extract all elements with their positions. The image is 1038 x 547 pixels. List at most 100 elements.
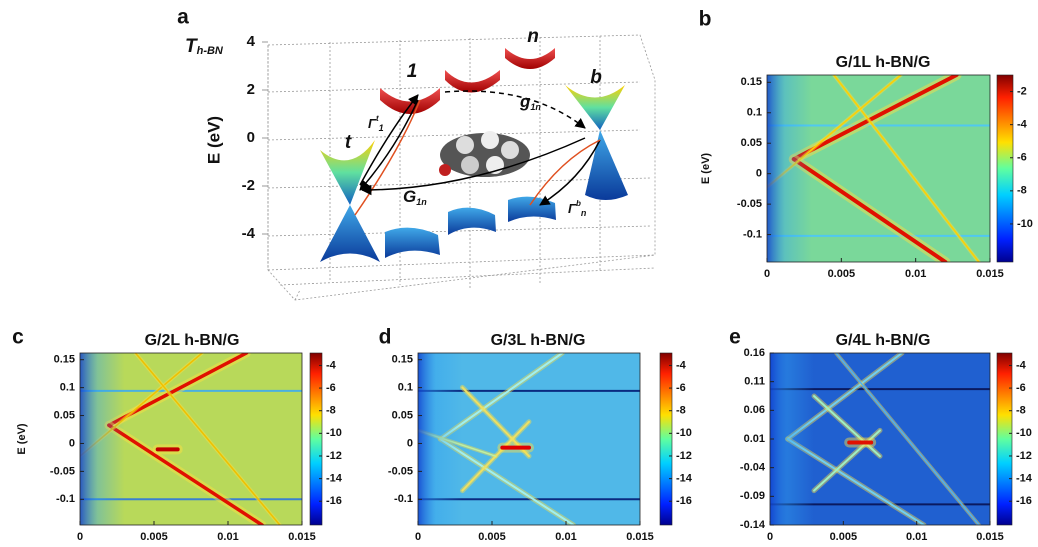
x-tick-label: 0.01 — [905, 268, 926, 280]
heatmap-image — [418, 353, 640, 525]
y-tick-label: 0.05 — [741, 137, 762, 149]
chart-title: G/4L h-BN/G — [836, 332, 931, 349]
x-tick-label: 0.015 — [976, 531, 1004, 543]
y-tick-label: -0.1 — [743, 228, 762, 240]
chart-title: G/1L h-BN/G — [836, 54, 931, 71]
y-tick-label: 0.1 — [60, 382, 75, 394]
heatmap — [80, 353, 302, 525]
schematic-label: t — [345, 132, 352, 153]
colorbar-tick-label: -2 — [1017, 85, 1027, 97]
y-axis-label: E (eV) — [16, 423, 28, 455]
colorbar-tick-label: -4 — [326, 359, 337, 371]
colorbar-tick-label: -10 — [326, 427, 342, 439]
y-tick-label: 0.01 — [744, 433, 765, 445]
y-tick-label: 0 — [756, 168, 762, 180]
colorbar-tick-label: -12 — [676, 450, 692, 462]
colorbar-tick-label: -8 — [1017, 185, 1027, 197]
schematic-label: g1n — [519, 92, 541, 112]
heatmap-image — [80, 353, 302, 525]
y-tick-label: -0.14 — [740, 519, 766, 531]
colorbar — [997, 75, 1013, 262]
colorbar-tick-label: -12 — [326, 450, 342, 462]
heatmap-edge — [80, 353, 302, 525]
y-tick-label: 0.05 — [54, 409, 75, 421]
colorbar-tick-label: -14 — [326, 473, 343, 485]
heatmap-edge — [770, 353, 990, 525]
colorbar-tick-label: -8 — [1016, 405, 1026, 417]
y-axis-label: E (eV) — [700, 153, 712, 185]
schematic-cones — [320, 48, 628, 262]
x-tick-label: 0.005 — [478, 531, 506, 543]
heatmap-edge — [418, 353, 640, 525]
y-tick-label: 0.06 — [744, 404, 765, 416]
y-tick-label: -0.09 — [740, 490, 765, 502]
colorbar — [310, 353, 322, 525]
schematic-title: Th-BN — [185, 36, 224, 57]
text-part: n — [581, 208, 587, 218]
y-tick-label: -0.1 — [56, 493, 75, 505]
y-tick-label: -0.1 — [394, 493, 413, 505]
y-tick-label: 0.16 — [744, 347, 765, 359]
x-tick-label: 0 — [415, 531, 421, 543]
colorbar-tick-label: -14 — [676, 473, 693, 485]
heatmap — [770, 353, 990, 525]
y-tick-label: 0 — [407, 437, 413, 449]
x-tick-label: 0 — [767, 531, 773, 543]
panel-letter: e — [729, 326, 741, 349]
panel-letter: b — [699, 8, 712, 31]
figure: aTh-BN420-2-4E (eV)t1nbg1nG1nΓt1ΓbnbG/1L… — [0, 0, 1038, 547]
y-tick-label: -4 — [242, 225, 256, 242]
y-tick-label: -0.04 — [740, 462, 766, 474]
y-axis-label: E (eV) — [204, 116, 223, 164]
text-part: g — [519, 92, 531, 111]
x-tick-label: 0.015 — [626, 531, 654, 543]
text-part: b — [576, 199, 581, 208]
y-tick-label: 0 — [247, 129, 255, 146]
colorbar-tick-label: -12 — [1016, 450, 1032, 462]
colorbar-tick-label: -16 — [326, 495, 342, 507]
colorbar-tick-label: -10 — [676, 427, 692, 439]
x-tick-label: 0.015 — [288, 531, 316, 543]
y-tick-label: -0.05 — [388, 465, 413, 477]
x-tick-label: 0.005 — [140, 531, 168, 543]
text-part: h-BN — [197, 45, 224, 57]
colorbar-tick-label: -16 — [676, 495, 692, 507]
x-tick-label: 0.01 — [906, 531, 927, 543]
x-tick-label: 0.01 — [555, 531, 576, 543]
colorbar-tick-label: -4 — [1016, 359, 1027, 371]
y-tick-label: -2 — [242, 177, 255, 194]
colorbar-tick-label: -10 — [1017, 218, 1033, 230]
x-tick-label: 0 — [77, 531, 83, 543]
x-tick-label: 0.01 — [217, 531, 238, 543]
schematic-label: Γbn — [568, 199, 587, 218]
panel-letter: d — [379, 326, 392, 349]
colorbar-tick-label: -6 — [676, 382, 686, 394]
y-tick-label: 2 — [247, 81, 255, 98]
y-tick-label: -0.05 — [737, 198, 762, 210]
text-part: G — [403, 187, 416, 206]
y-tick-label: 0.05 — [392, 409, 413, 421]
schematic-label: Γt1 — [368, 114, 384, 133]
y-tick-label: 0.15 — [392, 354, 413, 366]
colorbar-tick-label: -6 — [1017, 152, 1027, 164]
x-tick-label: 0.015 — [976, 268, 1004, 280]
colorbar-tick-label: -10 — [1016, 427, 1032, 439]
text-part: t — [376, 114, 379, 123]
schematic-label: G1n — [403, 187, 427, 207]
y-tick-label: 0.15 — [54, 354, 75, 366]
colorbar-tick-label: -8 — [326, 405, 336, 417]
y-tick-label: 4 — [247, 33, 256, 50]
text-part: 1n — [416, 197, 427, 207]
text-part: 1 — [379, 123, 384, 133]
heatmap — [767, 75, 990, 262]
heatmap-edge — [767, 75, 990, 262]
colorbar-tick-label: -14 — [1016, 473, 1033, 485]
x-tick-label: 0.005 — [830, 531, 858, 543]
colorbar-tick-label: -4 — [676, 359, 687, 371]
panel-letter: c — [12, 326, 24, 349]
colorbar-tick-label: -8 — [676, 405, 686, 417]
y-tick-label: 0.11 — [744, 376, 765, 388]
heatmap — [418, 353, 640, 525]
y-tick-label: 0 — [69, 437, 75, 449]
colorbar-tick-label: -4 — [1017, 119, 1028, 131]
